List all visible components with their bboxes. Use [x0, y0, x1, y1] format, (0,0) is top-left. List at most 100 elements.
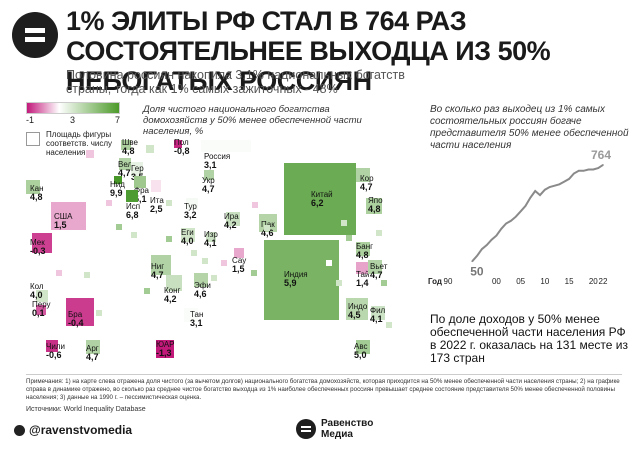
- map-country-36: [368, 260, 382, 274]
- data-point-24: [582, 170, 585, 172]
- legend-max: 7: [115, 115, 121, 125]
- map-filler-1: [86, 150, 94, 158]
- data-point-1: [471, 260, 473, 263]
- map-label-13: США 1,5: [54, 212, 73, 230]
- footnotes: Примечания: 1) на карте слева отражена д…: [26, 378, 620, 401]
- map-label-19: Арг 4,7: [86, 344, 99, 362]
- brand-logo-icon: [12, 12, 58, 58]
- map-label-38: Фил 4,1: [370, 306, 386, 324]
- social-handle[interactable]: @ravenstvomedia: [14, 423, 132, 437]
- map-label-10: Исп 6,8: [126, 202, 141, 220]
- data-point-5: [490, 238, 493, 241]
- map-filler-10: [166, 236, 172, 242]
- x-tick-90: 90: [444, 277, 453, 286]
- map-label-34: Банг 4,8: [356, 242, 374, 260]
- series-line: [471, 164, 604, 262]
- data-point-4: [486, 244, 488, 246]
- map-label-32: Кор 4,7: [360, 174, 374, 192]
- map-label-20: Ира 4,2: [224, 212, 239, 230]
- map-label-33: Япо 4,8: [368, 196, 383, 214]
- map-country-30: [264, 240, 339, 320]
- map-filler-3: [146, 145, 154, 153]
- map-filler-14: [202, 258, 208, 264]
- map-filler-6: [166, 200, 172, 206]
- data-point-17: [548, 186, 551, 188]
- map-label-26: Эфи 4,6: [194, 281, 211, 299]
- x-tick-10: 10: [540, 277, 549, 286]
- data-point-6: [495, 234, 498, 237]
- map-label-3: Россия 3,1: [204, 152, 231, 170]
- map-country-39: [356, 340, 370, 354]
- map-filler-29: [251, 270, 257, 276]
- area-legend: Площадь фигуры соответств. числу населен…: [26, 130, 136, 157]
- legend-min: -1: [26, 115, 35, 125]
- map-filler-5: [106, 200, 112, 206]
- map-label-28: ЮАР -1,3: [156, 340, 175, 358]
- legend-mid: 3: [70, 115, 76, 125]
- data-point-8: [505, 222, 507, 225]
- map-filler-31: [252, 202, 258, 208]
- x-tick-00: 00: [492, 277, 501, 286]
- map-label-6: Укр 4,7: [202, 176, 215, 194]
- color-legend: -1 3 7: [26, 102, 126, 126]
- map-country-33: [366, 198, 382, 214]
- start-label: 50: [470, 264, 484, 278]
- data-point-13: [529, 197, 532, 199]
- map-country-38: [371, 306, 385, 320]
- data-point-11: [519, 210, 522, 213]
- line-chart-title: Во сколько раз выходец из 1% самых состо…: [430, 104, 629, 151]
- map-country-21: [181, 228, 195, 242]
- map-filler-17: [71, 260, 77, 266]
- map-filler-19: [56, 270, 62, 276]
- x-tick-05: 05: [516, 277, 525, 286]
- map-country-12: [26, 180, 40, 194]
- map-country-15: [36, 290, 48, 302]
- map-label-36: Вьет 4,7: [370, 262, 388, 280]
- map-filler-26: [336, 280, 342, 286]
- map-label-23: Сау 1,5: [232, 256, 247, 274]
- map-country-19: [86, 340, 100, 354]
- map-label-11: Тур 3,2: [184, 202, 197, 220]
- map-label-1: Шве 4,8: [122, 138, 138, 156]
- map-label-12: Кан 4,8: [30, 184, 44, 202]
- map-filler-8: [131, 232, 137, 238]
- map-label-30: Индия 5,9: [284, 270, 308, 288]
- map-country-26: [194, 273, 208, 287]
- map-country-18: [46, 340, 58, 352]
- data-point-3: [481, 248, 483, 250]
- map-country-34: [356, 242, 370, 256]
- map-label-29: Пак4,6: [261, 220, 275, 238]
- map-filler-13: [176, 258, 182, 264]
- x-tick-22: 22: [599, 277, 608, 286]
- brand-line-1: Равенство: [321, 418, 374, 429]
- map-filler-2: [96, 150, 104, 158]
- area-legend-text: Площадь фигуры соответств. числу населен…: [46, 130, 113, 157]
- map-filler-9: [138, 244, 144, 250]
- map-country-14: [32, 233, 52, 253]
- map-label-22: Изр 4,1: [204, 230, 218, 248]
- map-country-4: [119, 158, 131, 170]
- map-filler-11: [191, 250, 197, 256]
- data-point-23: [578, 170, 580, 172]
- map-label-17: Бра -0,4: [68, 310, 84, 328]
- map-country-22: [206, 232, 216, 242]
- map-country-10: [126, 190, 138, 202]
- map-country-5: [131, 162, 143, 176]
- map-country-24: [151, 255, 171, 275]
- map-filler-15: [211, 275, 217, 281]
- map-label-27: Тан 3,1: [190, 310, 204, 328]
- map-filler-18: [84, 272, 90, 278]
- map-label-14: Мек -0,3: [30, 238, 46, 256]
- x-axis-label: Год: [428, 277, 442, 286]
- map-filler-23: [346, 235, 352, 241]
- legend-gradient: [26, 102, 120, 114]
- map-title: Доля чистого национального богатства дом…: [143, 104, 362, 137]
- map-country-7: [114, 176, 122, 184]
- map-filler-12: [144, 288, 150, 294]
- data-point-21: [568, 178, 570, 180]
- map-country-9: [151, 180, 161, 192]
- data-point-25: [587, 168, 590, 171]
- map-country-16: [36, 305, 46, 315]
- map-country-23: [234, 248, 244, 258]
- map-country-1: [121, 140, 131, 150]
